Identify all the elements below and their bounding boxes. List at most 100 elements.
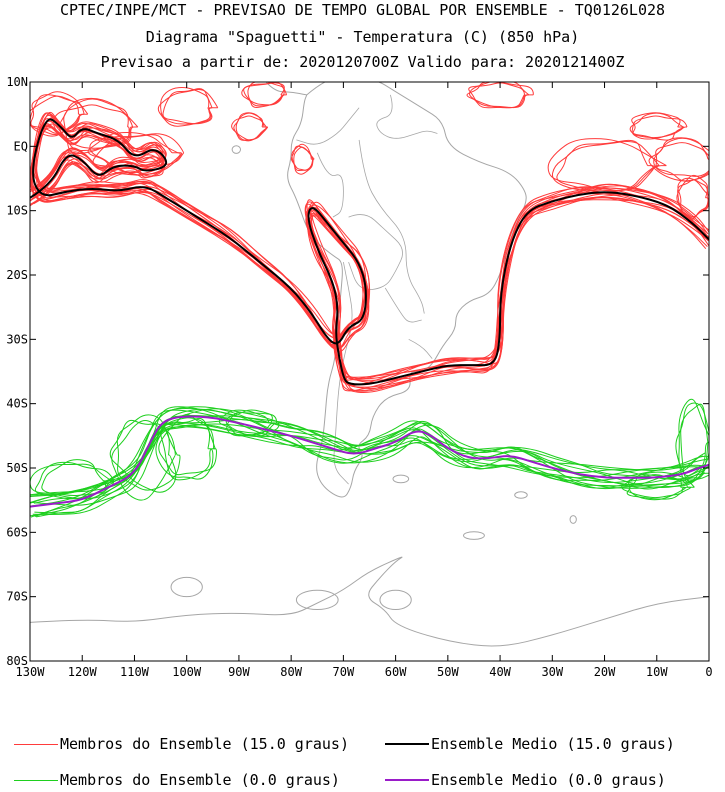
- ensemble-mean-0-contour: [30, 415, 709, 508]
- legend-swatch-members-15: [14, 743, 58, 745]
- lat-tick-label: 70S: [6, 590, 28, 604]
- forecast-validity: Previsao a partir de: 2020120700Z Valido…: [100, 53, 625, 71]
- chart-title: CPTEC/INPE/MCT - PREVISAO DE TEMPO GLOBA…: [59, 1, 666, 19]
- member-contour-15: [241, 82, 288, 106]
- central-america-coast: [265, 82, 307, 96]
- member-contour-15: [551, 139, 655, 191]
- member-contour-15: [30, 95, 81, 134]
- lon-tick-label: 90W: [228, 665, 250, 679]
- member-contour-0: [680, 403, 709, 480]
- lat-tick-label: 20S: [6, 268, 28, 282]
- member-contour-0: [30, 415, 704, 506]
- lat-tick-label: 40S: [6, 397, 28, 411]
- legend-members-0: Membros do Ensemble (0.0 graus): [14, 771, 340, 789]
- caribbean-coast: [234, 9, 276, 75]
- member-contour-15: [30, 127, 709, 388]
- lon-tick-label: 30W: [541, 665, 563, 679]
- legend-swatch-mean-0: [385, 779, 429, 781]
- island-coast: [231, 145, 241, 154]
- island-coast: [170, 576, 203, 598]
- ensemble-mean-15-contour: [30, 118, 709, 386]
- island-coast: [514, 491, 528, 499]
- island-coast: [463, 531, 485, 540]
- island-coast: [295, 589, 339, 611]
- ensemble-members-0: [30, 398, 709, 518]
- member-contour-0: [34, 407, 709, 517]
- member-contour-15: [293, 146, 315, 175]
- lon-tick-label: 10W: [646, 665, 668, 679]
- member-contour-0: [621, 471, 695, 499]
- country-border: [348, 214, 403, 291]
- lon-tick-label: 130W: [16, 665, 46, 679]
- member-contour-15: [31, 113, 709, 378]
- member-contour-0: [41, 459, 114, 500]
- chart-subtitle: Diagrama "Spaguetti" - Temperatura (C) (…: [145, 28, 580, 46]
- member-contour-15: [30, 118, 707, 387]
- country-border: [296, 107, 360, 145]
- lat-tick-label: 30S: [6, 332, 28, 346]
- member-contour-15: [677, 177, 709, 221]
- lon-tick-label: 60W: [385, 665, 407, 679]
- legend-mean-0: Ensemble Medio (0.0 graus): [385, 771, 666, 789]
- member-contour-15: [466, 82, 526, 109]
- antarctica-coast: [30, 556, 709, 647]
- country-border: [376, 94, 438, 139]
- coastlines: [30, 9, 709, 647]
- lon-tick-label: 20W: [594, 665, 616, 679]
- lon-tick-label: 120W: [68, 665, 98, 679]
- country-border: [316, 152, 344, 218]
- lat-tick-label: EQ: [14, 139, 28, 153]
- legend-label: Ensemble Medio (15.0 graus): [431, 735, 675, 753]
- member-contour-15: [469, 82, 530, 109]
- lat-tick-label: 50S: [6, 461, 28, 475]
- member-contour-15: [160, 86, 212, 125]
- member-contour-15: [231, 115, 268, 141]
- member-contour-0: [109, 419, 177, 493]
- lon-tick-label: 100W: [172, 665, 202, 679]
- member-contour-15: [87, 132, 182, 176]
- member-contour-0: [30, 422, 705, 497]
- member-contour-15: [235, 112, 267, 142]
- legend-mean-15: Ensemble Medio (15.0 graus): [385, 735, 675, 753]
- lon-tick-label: 0: [705, 665, 712, 679]
- member-contour-0: [30, 422, 709, 504]
- legend-members-15: Membros do Ensemble (15.0 graus): [14, 735, 349, 753]
- ensemble-members-15: [30, 82, 709, 393]
- member-contour-0: [111, 420, 176, 501]
- member-contour-0: [218, 409, 275, 437]
- country-border: [358, 139, 425, 314]
- member-contour-15: [31, 124, 709, 392]
- lon-tick-label: 110W: [120, 665, 150, 679]
- south-america-coast: [287, 82, 527, 498]
- member-contour-0: [30, 408, 706, 518]
- member-contour-0: [160, 417, 216, 481]
- legend-swatch-members-0: [14, 779, 58, 781]
- member-contour-15: [655, 142, 709, 182]
- legend-label: Membros do Ensemble (15.0 graus): [60, 735, 349, 753]
- member-contour-15: [547, 138, 667, 192]
- member-contour-15: [30, 120, 709, 389]
- member-contour-15: [53, 104, 134, 152]
- member-contour-15: [291, 143, 314, 171]
- island-coast: [392, 474, 410, 484]
- legend-swatch-mean-15: [385, 743, 429, 745]
- member-contour-15: [89, 133, 185, 174]
- lon-tick-label: 70W: [333, 665, 355, 679]
- country-border: [408, 338, 433, 359]
- lon-tick-label: 50W: [437, 665, 459, 679]
- island-coast: [379, 589, 412, 611]
- member-contour-15: [648, 137, 709, 182]
- lon-tick-label: 80W: [280, 665, 302, 679]
- lon-tick-label: 40W: [489, 665, 511, 679]
- lat-tick-label: 80S: [6, 654, 28, 668]
- legend-label: Ensemble Medio (0.0 graus): [431, 771, 666, 789]
- member-contour-15: [468, 82, 534, 109]
- member-contour-15: [30, 91, 89, 136]
- lat-tick-label: 10N: [6, 75, 28, 89]
- member-contour-15: [631, 112, 684, 139]
- ensemble-means: [30, 118, 709, 508]
- member-contour-15: [233, 112, 268, 141]
- lat-tick-label: 60S: [6, 525, 28, 539]
